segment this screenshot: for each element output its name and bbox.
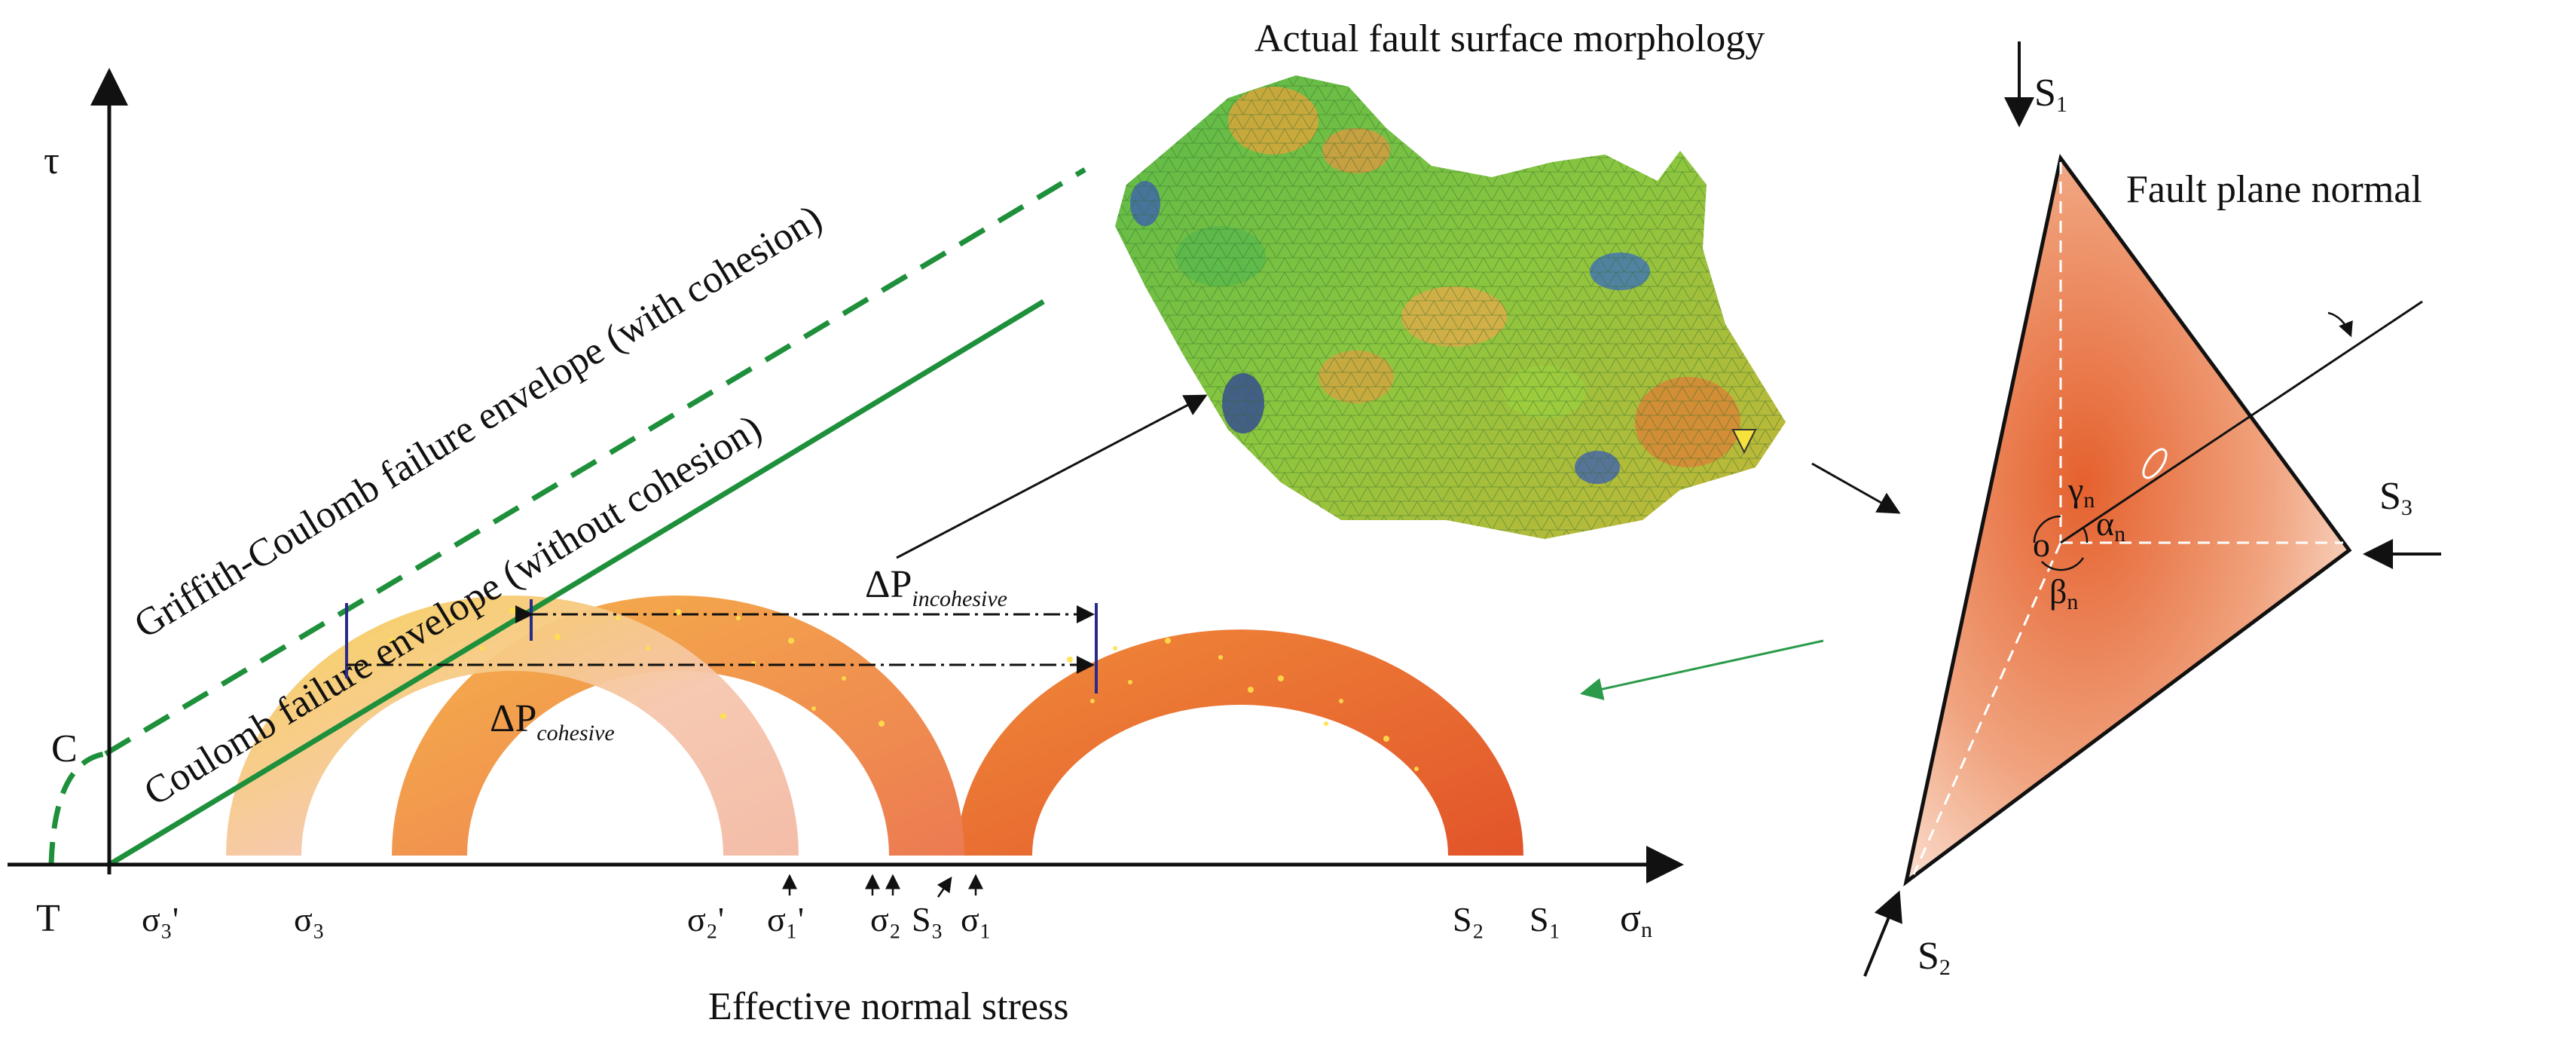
fault-surface: Actual fault surface morphology bbox=[1115, 17, 1901, 539]
surface-marker bbox=[1731, 429, 1757, 455]
tick-sigma3: σ₃ bbox=[294, 900, 325, 938]
stress-tetrahedron: S1 S3 S2 Fault plane normal o γn αn βn bbox=[1863, 41, 2441, 980]
tension-label: T bbox=[36, 897, 60, 940]
tick-S3: S₃ bbox=[912, 900, 943, 938]
label-S3: S3 bbox=[2379, 475, 2413, 520]
label-alpha: αn bbox=[2096, 504, 2125, 546]
cohesive-label: ΔPcohesive bbox=[490, 697, 615, 745]
surface-title: Actual fault surface morphology bbox=[1254, 17, 1765, 60]
mohr-circle-small bbox=[226, 595, 799, 856]
y-axis-symbol: τ bbox=[44, 139, 60, 182]
label-gamma: γn bbox=[2067, 470, 2095, 513]
tick-sigma3-prime: σ₃' bbox=[142, 900, 179, 938]
coulomb-envelope-line bbox=[108, 299, 1045, 867]
green-feedback-arrow bbox=[1580, 639, 1824, 700]
sigma-n-label: σn bbox=[1620, 897, 1652, 942]
tetra-face bbox=[1903, 154, 2352, 886]
pointer-to-tetra bbox=[1811, 462, 1901, 514]
pointer-to-surface bbox=[896, 394, 1208, 559]
stress-ticks: σ₃' σ₃ σ₂' σ₁' σ₂ S₃ σ₁ S₂ S₁ bbox=[142, 874, 1561, 938]
arrow-S2 bbox=[1863, 890, 1902, 977]
tick-sigma1: σ₁ bbox=[961, 900, 992, 938]
tick-sigma1-prime: σ₁' bbox=[767, 900, 804, 938]
tick-sigma2: σ₂ bbox=[870, 900, 901, 938]
incohesive-label: ΔPincohesive bbox=[865, 563, 1007, 611]
tick-S2: S₂ bbox=[1453, 900, 1484, 938]
fault-normal-line bbox=[2060, 300, 2423, 544]
label-beta: βn bbox=[2049, 572, 2078, 614]
tick-arrows bbox=[782, 874, 983, 898]
tick-sigma2-prime: σ₂' bbox=[687, 900, 724, 938]
mohr-circles bbox=[226, 595, 1523, 856]
x-axis-label: Effective normal stress bbox=[708, 985, 1068, 1028]
tick-S1: S₁ bbox=[1529, 900, 1561, 938]
label-origin: o bbox=[2033, 525, 2050, 564]
axes: τ C T Effective normal stress σn bbox=[8, 68, 1684, 1028]
mohr-speckles bbox=[389, 608, 1419, 771]
label-S1: S1 bbox=[2034, 72, 2067, 117]
cohesion-label: C bbox=[51, 727, 78, 770]
griffith-envelope-line bbox=[104, 167, 1086, 757]
griffith-envelope-curve bbox=[48, 751, 106, 865]
fault-normal-label: Fault plane normal bbox=[2126, 168, 2422, 211]
mohr-circle-large bbox=[957, 629, 1523, 856]
pressure-shift: ΔPincohesive ΔPcohesive bbox=[345, 394, 1208, 745]
label-S2: S2 bbox=[1917, 935, 1951, 980]
